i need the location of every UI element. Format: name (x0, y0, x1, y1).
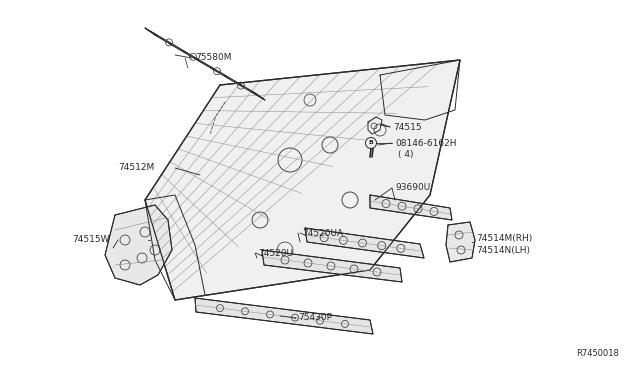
Text: 08146-6162H: 08146-6162H (395, 138, 456, 148)
Text: 74515: 74515 (393, 122, 422, 131)
Text: R7450018: R7450018 (576, 350, 619, 359)
Polygon shape (145, 28, 265, 100)
Polygon shape (195, 298, 373, 334)
Text: 74512M: 74512M (118, 164, 154, 173)
Text: 74520UA: 74520UA (302, 228, 343, 237)
Polygon shape (370, 195, 452, 220)
Text: 75430P: 75430P (298, 314, 332, 323)
Text: 74514M(RH): 74514M(RH) (476, 234, 532, 243)
Text: 74514N(LH): 74514N(LH) (476, 246, 530, 254)
Polygon shape (145, 60, 460, 300)
Text: 74515W: 74515W (72, 235, 109, 244)
Text: 74520U: 74520U (258, 248, 293, 257)
Text: ( 4): ( 4) (398, 151, 413, 160)
Text: 75580M: 75580M (195, 54, 232, 62)
Polygon shape (446, 222, 475, 262)
Polygon shape (105, 205, 172, 285)
Text: 93690U: 93690U (395, 183, 430, 192)
Polygon shape (305, 228, 424, 258)
Polygon shape (262, 250, 402, 282)
Text: B: B (369, 141, 373, 145)
